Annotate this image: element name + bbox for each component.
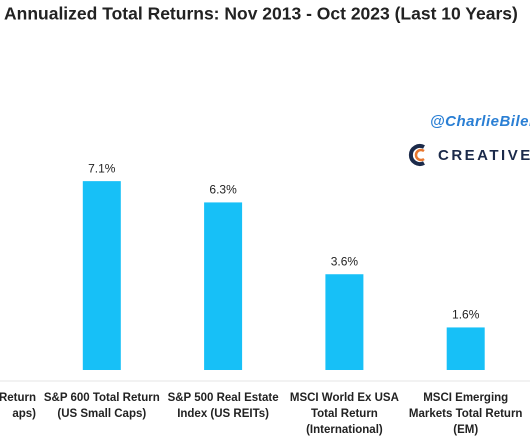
bar	[446, 327, 485, 370]
x-tick-label: (US Small Caps)	[57, 408, 146, 420]
x-tick-label: (EM)	[453, 424, 478, 436]
value-label: 1.6%	[452, 308, 480, 322]
logo-icon-accent	[414, 148, 425, 162]
logo-icon	[408, 144, 425, 166]
x-tick-label: Return	[0, 392, 36, 404]
x-tick-label: S&P 600 Total Return	[44, 392, 160, 404]
x-tick-label: Index (US REITs)	[177, 408, 269, 420]
x-tick-label: S&P 500 Real Estate	[168, 392, 279, 404]
x-tick-label: aps)	[12, 408, 36, 420]
value-label: 3.6%	[331, 254, 359, 268]
x-tick-label: Markets Total Return	[409, 408, 523, 420]
x-tick-label: (International)	[306, 424, 383, 436]
chart-title: Annualized Total Returns: Nov 2013 - Oct…	[4, 4, 518, 24]
bar	[325, 274, 364, 370]
x-tick-label: MSCI World Ex USA	[290, 392, 399, 404]
x-tick-label: Total Return	[311, 408, 378, 420]
value-label: 6.3%	[209, 183, 237, 197]
bar	[204, 202, 243, 370]
watermark-brand: CREATIVE PLA	[438, 147, 530, 164]
brand-logo	[408, 144, 425, 166]
value-label: 7.1%	[88, 161, 116, 175]
x-tick-label: MSCI Emerging	[423, 392, 508, 404]
bar	[82, 181, 121, 370]
watermark-handle: @CharlieBilel	[430, 113, 530, 130]
